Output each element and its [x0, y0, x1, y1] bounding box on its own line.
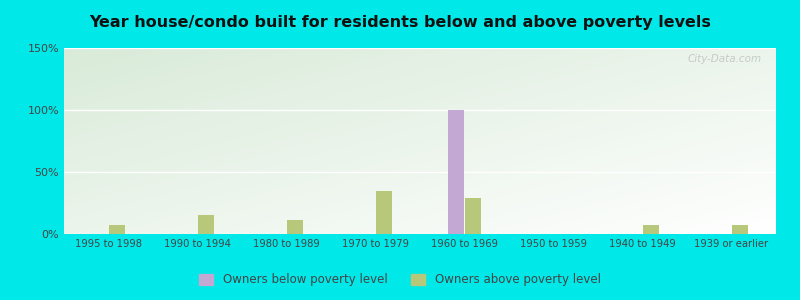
Bar: [643, 225, 659, 234]
Bar: [198, 215, 214, 234]
Text: City-Data.com: City-Data.com: [688, 54, 762, 64]
Bar: [376, 190, 393, 234]
Bar: [447, 110, 464, 234]
Bar: [466, 198, 482, 234]
Legend: Owners below poverty level, Owners above poverty level: Owners below poverty level, Owners above…: [194, 269, 606, 291]
Bar: [110, 225, 126, 234]
Bar: [732, 225, 749, 234]
Text: Year house/condo built for residents below and above poverty levels: Year house/condo built for residents bel…: [89, 15, 711, 30]
Bar: [287, 220, 303, 234]
